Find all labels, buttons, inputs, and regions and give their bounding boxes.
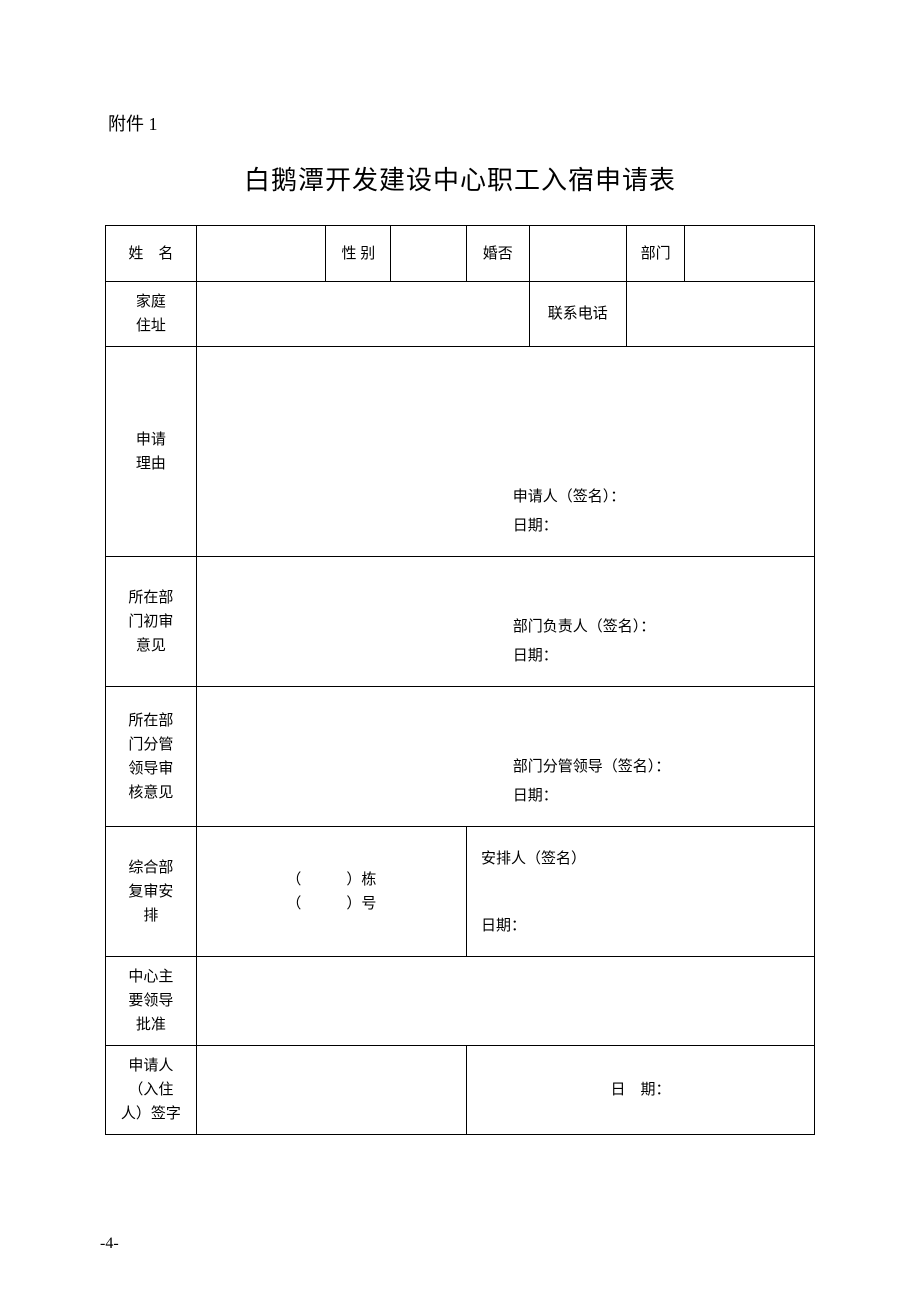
marital-label: 婚否 bbox=[466, 226, 529, 282]
row-reason: 申请 理由 申请人（签名）： 日期： bbox=[106, 347, 815, 557]
arranger-sig-label: 安排人（签名） bbox=[481, 847, 586, 871]
approve-content[interactable] bbox=[196, 957, 814, 1046]
arrange-building-number[interactable]: （ ）栋 （ ）号 bbox=[196, 827, 466, 957]
phone-value[interactable] bbox=[626, 282, 814, 347]
reason-label: 申请 理由 bbox=[106, 347, 197, 557]
application-form-table: 姓 名 性 别 婚否 部门 家庭 住址 联系电话 申请 理由 申请人（签名）： … bbox=[105, 225, 815, 1135]
name-value[interactable] bbox=[196, 226, 326, 282]
arranger-date-label: 日期： bbox=[481, 914, 526, 938]
leader-date-label: 日期： bbox=[513, 782, 671, 811]
dept-value[interactable] bbox=[685, 226, 815, 282]
dept-review-content[interactable]: 部门负责人（签名）： 日期： bbox=[196, 557, 814, 687]
dept-head-sig-label: 部门负责人（签名）： bbox=[513, 613, 656, 642]
dept-review-label: 所在部 门初审 意见 bbox=[106, 557, 197, 687]
arrange-number-line: （ ）号 bbox=[203, 892, 460, 916]
sign-date-label: 日 期： bbox=[610, 1082, 670, 1098]
applicant-sig-label: 申请人（签名）： bbox=[513, 483, 626, 512]
marital-value[interactable] bbox=[529, 226, 626, 282]
row-address-phone: 家庭 住址 联系电话 bbox=[106, 282, 815, 347]
arrange-sig-cell[interactable]: 安排人（签名） 日期： bbox=[466, 827, 814, 957]
address-label: 家庭 住址 bbox=[106, 282, 197, 347]
gender-value[interactable] bbox=[391, 226, 467, 282]
dept-label: 部门 bbox=[626, 226, 684, 282]
reason-content[interactable]: 申请人（签名）： 日期： bbox=[196, 347, 814, 557]
row-applicant-sign: 申请人 （入住 人）签字 日 期： bbox=[106, 1046, 815, 1135]
row-leader-review: 所在部 门分管 领导审 核意见 部门分管领导（签名）： 日期： bbox=[106, 687, 815, 827]
page-number: -4- bbox=[100, 1235, 820, 1253]
address-value[interactable] bbox=[196, 282, 529, 347]
applicant-sign-date[interactable]: 日 期： bbox=[466, 1046, 814, 1135]
row-dept-review: 所在部 门初审 意见 部门负责人（签名）： 日期： bbox=[106, 557, 815, 687]
row-arrange: 综合部 复审安 排 （ ）栋 （ ）号 安排人（签名） 日期： bbox=[106, 827, 815, 957]
gender-label: 性 别 bbox=[326, 226, 391, 282]
name-label: 姓 名 bbox=[106, 226, 197, 282]
leader-sig-label: 部门分管领导（签名）： bbox=[513, 753, 671, 782]
phone-label: 联系电话 bbox=[529, 282, 626, 347]
applicant-sign-label: 申请人 （入住 人）签字 bbox=[106, 1046, 197, 1135]
arrange-building-line: （ ）栋 bbox=[203, 868, 460, 892]
form-title: 白鹅潭开发建设中心职工入宿申请表 bbox=[100, 160, 820, 197]
applicant-sign-value[interactable] bbox=[196, 1046, 466, 1135]
row-approve: 中心主 要领导 批准 bbox=[106, 957, 815, 1046]
leader-review-label: 所在部 门分管 领导审 核意见 bbox=[106, 687, 197, 827]
dept-head-date-label: 日期： bbox=[513, 642, 656, 671]
applicant-sig-date-label: 日期： bbox=[513, 512, 626, 541]
leader-review-content[interactable]: 部门分管领导（签名）： 日期： bbox=[196, 687, 814, 827]
arrange-label: 综合部 复审安 排 bbox=[106, 827, 197, 957]
approve-label: 中心主 要领导 批准 bbox=[106, 957, 197, 1046]
row-basic-info: 姓 名 性 别 婚否 部门 bbox=[106, 226, 815, 282]
attachment-label: 附件 1 bbox=[100, 110, 820, 136]
